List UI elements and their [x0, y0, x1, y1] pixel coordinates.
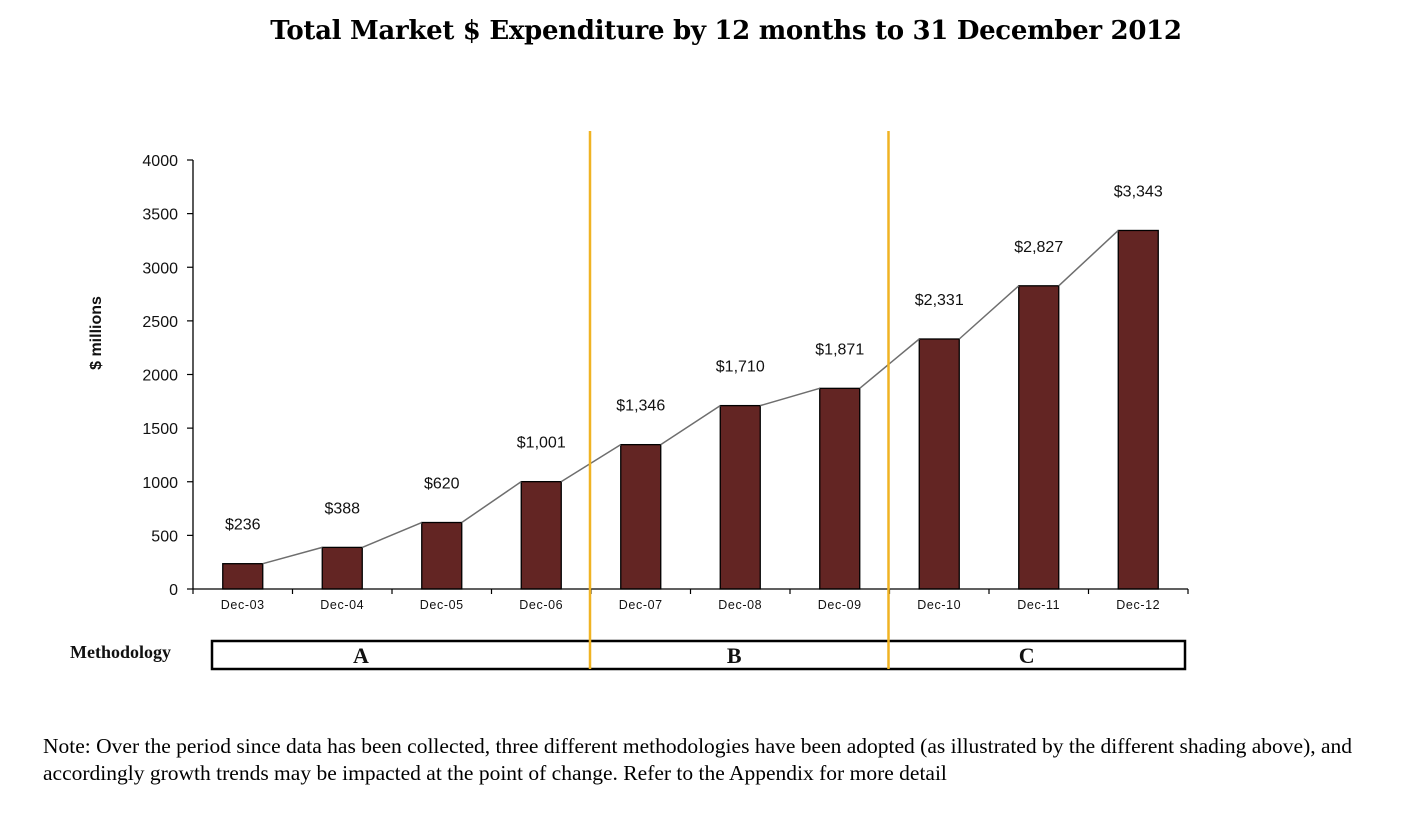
y-tick-label: 2500 — [142, 314, 178, 331]
x-tick-label: Dec-06 — [519, 598, 563, 612]
data-label: $1,710 — [716, 359, 765, 376]
trend-line-segment — [361, 521, 423, 549]
bar-dec-07 — [620, 443, 662, 590]
bar-dec-08 — [719, 404, 761, 590]
methodology-dividers — [588, 131, 890, 669]
data-label: $1,001 — [517, 435, 566, 452]
data-label: $236 — [225, 517, 261, 534]
x-tick-label: Dec-07 — [619, 598, 663, 612]
y-tick-label: 1000 — [142, 475, 178, 492]
trend-line-segment — [262, 546, 323, 565]
methodology-box — [210, 639, 1187, 671]
x-tick-label: Dec-12 — [1116, 598, 1160, 612]
y-tick-label: 0 — [169, 582, 178, 599]
trend-line-segment — [958, 285, 1020, 340]
bars — [222, 229, 1159, 590]
data-label: $1,346 — [616, 398, 665, 415]
bar-dec-10 — [918, 338, 960, 590]
x-tick-label: Dec-03 — [221, 598, 265, 612]
x-tick-label: Dec-04 — [320, 598, 364, 612]
bar-dec-03 — [222, 563, 264, 590]
y-tick-label: 2000 — [142, 368, 178, 385]
trend-line-segment — [461, 481, 522, 524]
methodology-label: Methodology — [70, 642, 171, 662]
trend-line-segment — [660, 404, 721, 446]
bar-dec-11 — [1018, 285, 1060, 590]
methodology-segment-a: A — [353, 643, 369, 668]
methodology-band: Methodology A B C — [70, 639, 1187, 671]
y-tick-label: 3000 — [142, 260, 178, 277]
trend-line-layer — [262, 229, 1119, 565]
methodology-segment-c: C — [1019, 643, 1035, 668]
axes: 0 500 1000 1500 2000 2500 3000 3500 4000 $ millio… — [88, 153, 1189, 612]
x-tick-label: Dec-11 — [1017, 598, 1060, 612]
y-tick-label: 500 — [151, 528, 178, 545]
y-axis-label: $ millions — [88, 296, 105, 370]
x-tick-label: Dec-08 — [718, 598, 762, 612]
x-tick-label: Dec-05 — [420, 598, 464, 612]
bar-dec-05 — [421, 521, 463, 590]
bar-dec-12 — [1117, 229, 1159, 590]
data-label: $1,871 — [815, 341, 864, 358]
y-tick-label: 3500 — [142, 207, 178, 224]
data-label: $2,827 — [1014, 239, 1063, 256]
data-label: $388 — [324, 500, 360, 517]
x-tick-label: Dec-10 — [917, 598, 961, 612]
y-tick-label: 4000 — [142, 153, 178, 170]
bar-dec-04 — [321, 546, 363, 590]
data-label: $2,331 — [915, 292, 964, 309]
chart-title: Total Market $ Expenditure by 12 months … — [270, 16, 1182, 46]
x-tick-label: Dec-09 — [818, 598, 862, 612]
bar-dec-09 — [819, 387, 861, 590]
bar-dec-06 — [520, 480, 562, 590]
trend-line-segment — [1058, 229, 1119, 287]
data-label: $620 — [424, 476, 460, 493]
y-tick-label: 1500 — [142, 421, 178, 438]
data-labels: $236 $388 $620 $1,001 $1,346 $1,710 $1,871 $2,3… — [225, 183, 1163, 533]
data-label: $3,343 — [1114, 183, 1163, 200]
methodology-segment-b: B — [727, 643, 742, 668]
trend-line-segment — [760, 387, 820, 407]
footnote: Note: Over the period since data has bee… — [43, 734, 1353, 785]
